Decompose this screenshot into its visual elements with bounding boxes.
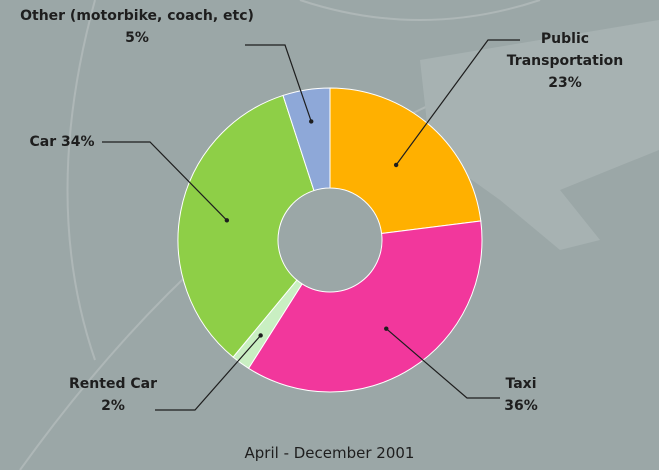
value-label: 23% [548, 75, 582, 91]
airplane-watermark [420, 20, 659, 250]
value-label: 36% [504, 398, 538, 414]
leader-dot [384, 326, 389, 331]
leader-line [102, 141, 228, 221]
caption: April - December 2001 [244, 444, 415, 462]
value-label: 5% [125, 30, 149, 46]
category-label: Taxi [505, 376, 537, 392]
donut-slice [247, 220, 483, 393]
slice-label: Taxi 36% [481, 373, 561, 417]
leader-line [245, 44, 312, 122]
donut-slice [282, 87, 331, 192]
leader-dot [309, 119, 314, 124]
donut-slice [329, 87, 482, 235]
slice-label: Public Transportation 23% [500, 28, 630, 94]
leader-line [385, 328, 500, 399]
value-label: 2% [101, 398, 125, 414]
slice-label: Car 34% [17, 131, 107, 153]
leader-line [395, 39, 520, 166]
category-label: Car [29, 134, 57, 150]
leader-dot [393, 162, 399, 168]
slice-label: Other (motorbike, coach, etc) 5% [17, 5, 257, 49]
category-label: Other (motorbike, coach, etc) [20, 8, 254, 24]
slice-label: Rented Car 2% [58, 373, 168, 417]
leader-line [155, 335, 262, 411]
leader-dot [258, 333, 263, 338]
value-label: 34% [61, 134, 95, 150]
leader-dot [224, 218, 230, 223]
category-label: Public Transportation [506, 31, 624, 69]
category-label: Rented Car [69, 376, 157, 392]
donut-slice [177, 94, 315, 358]
